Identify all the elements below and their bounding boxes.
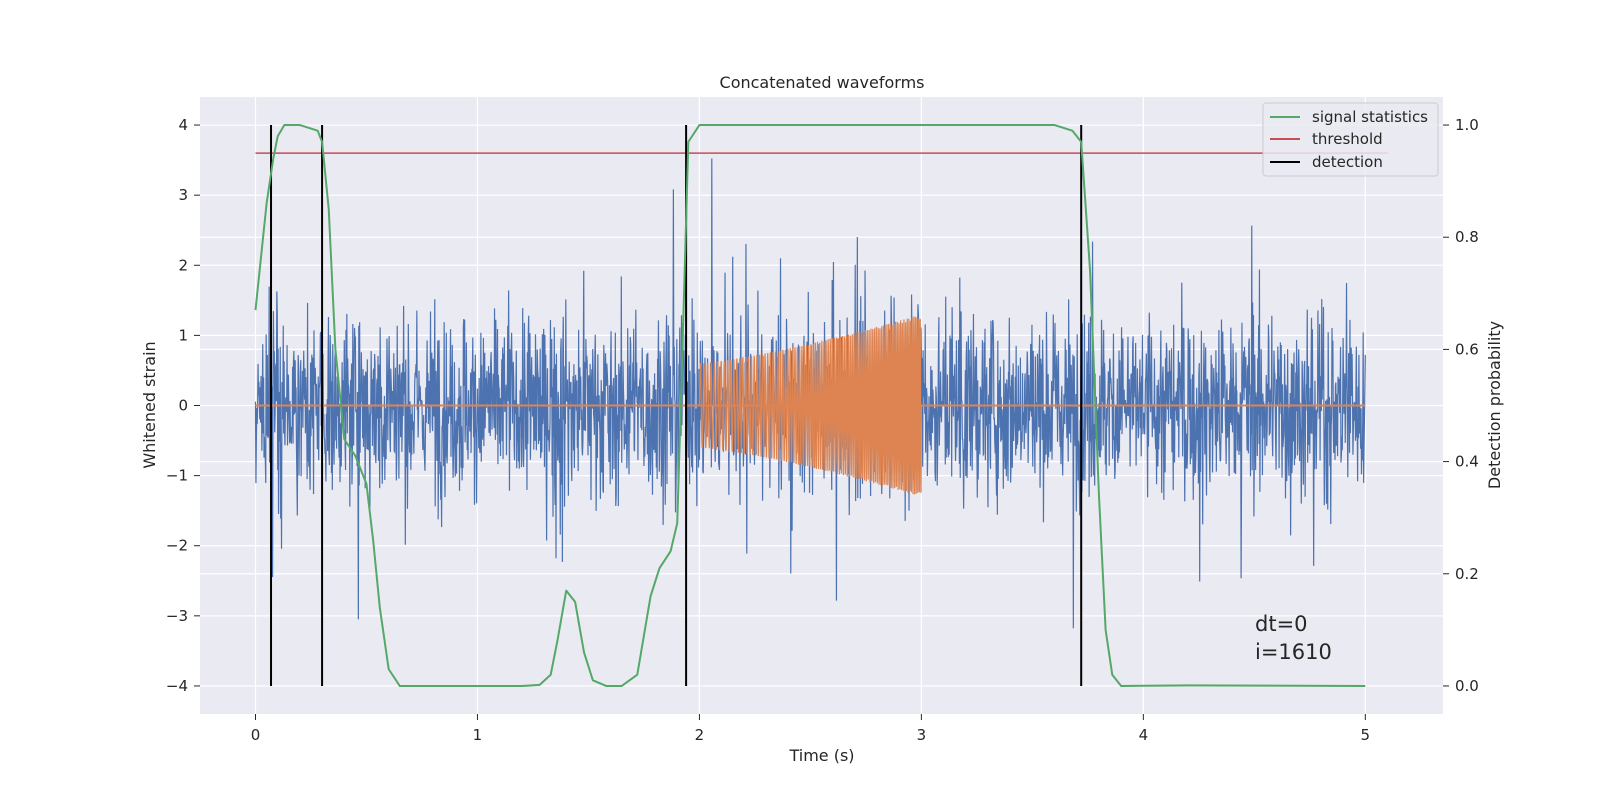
y-tick-label: −4 (166, 677, 188, 695)
signal-statistics-series (254, 124, 1366, 687)
y2-tick-label: 0.4 (1455, 453, 1479, 471)
y-tick-label: 0 (178, 397, 188, 415)
y2-tick-label: 0.0 (1455, 677, 1479, 695)
y-axis-title: Whitened strain (140, 341, 159, 468)
chart-title: Concatenated waveforms (720, 73, 925, 92)
waveform-series (255, 316, 1366, 495)
x-tick-label: 3 (917, 726, 927, 744)
y2-tick-label: 1.0 (1455, 116, 1479, 134)
y-tick-label: 1 (178, 326, 188, 344)
y2-tick-label: 0.6 (1455, 340, 1479, 358)
x-tick-label: 2 (695, 726, 705, 744)
y-tick-label: 3 (178, 186, 188, 204)
y-tick-label: −2 (166, 537, 188, 555)
tick-marks (194, 124, 1449, 720)
legend-box (1262, 102, 1439, 177)
y2-tick-label: 0.2 (1455, 565, 1479, 583)
annotation-dt: dt=0 (1255, 612, 1308, 636)
legend-label-signal-statistics: signal statistics (1312, 108, 1428, 126)
legend-label-detection: detection (1312, 153, 1383, 171)
x-axis-title: Time (s) (788, 746, 854, 765)
x-tick-label: 5 (1361, 726, 1371, 744)
y-tick-label: 4 (178, 116, 188, 134)
y-tick-label: −1 (166, 467, 188, 485)
y-tick-label: 2 (178, 256, 188, 274)
y2-tick-label: 0.8 (1455, 228, 1479, 246)
x-tick-label: 1 (473, 726, 483, 744)
legend-label-threshold: threshold (1312, 130, 1383, 148)
annotation-i: i=1610 (1255, 640, 1332, 664)
x-tick-label: 4 (1139, 726, 1149, 744)
x-tick-label: 0 (251, 726, 261, 744)
waveform-line (698, 316, 922, 495)
signal-statistics-line (254, 124, 1366, 687)
y-tick-label: −3 (166, 607, 188, 625)
legend: signal statistics threshold detection (1262, 102, 1439, 177)
y2-axis-title: Detection probability (1485, 321, 1504, 489)
